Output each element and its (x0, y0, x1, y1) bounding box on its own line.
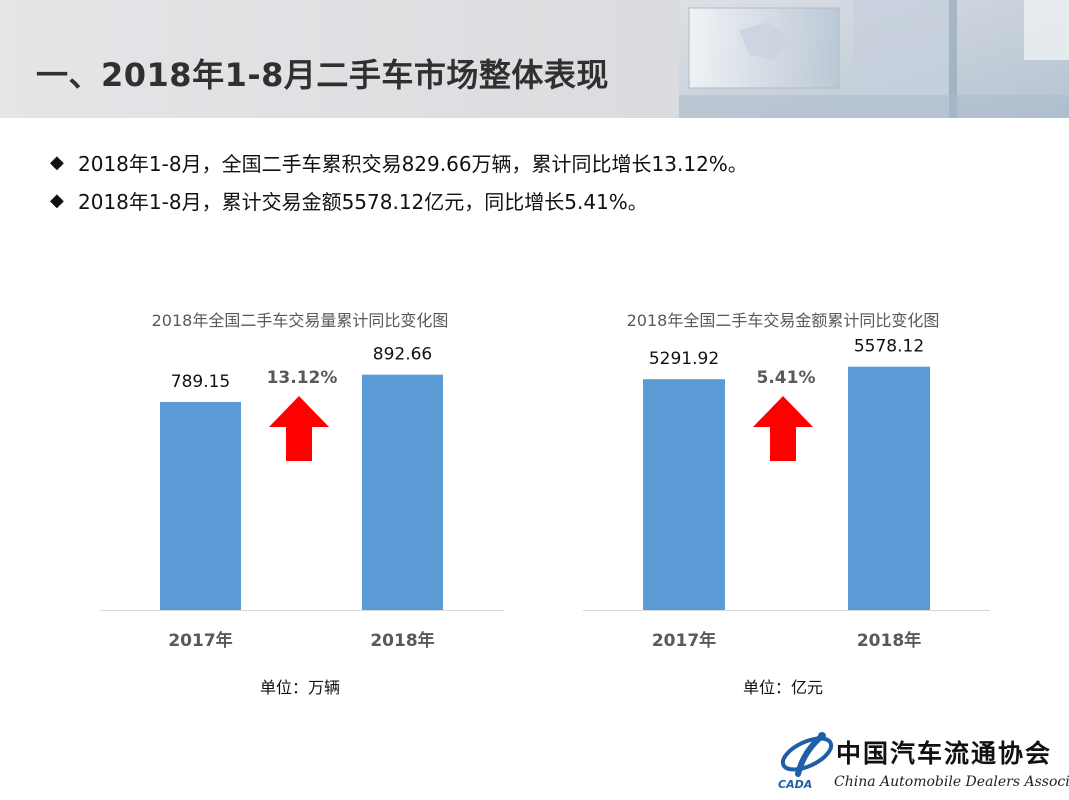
header-banner: 一、2018年1-8月二手车市场整体表现 (0, 0, 1069, 118)
bullet-volume: ◆ 2018年1-8月，全国二手车累积交易829.66万辆，累计同比增长13.1… (50, 143, 1050, 181)
diamond-bullet-icon: ◆ (50, 151, 64, 173)
data-label: 892.66 (373, 345, 432, 365)
growth-label: 5.41% (757, 368, 816, 388)
amount-chart: 2018年全国二手车交易金额累计同比变化图 5291.92 2017年 5578.1… (563, 290, 1003, 710)
chart-title: 2018年全国二手车交易金额累计同比变化图 (626, 311, 940, 330)
logo-name-cn: 中国汽车流通协会 (836, 739, 1053, 768)
logo-name-en: China Automobile Dealers Association (834, 774, 1069, 790)
bullet-amount: ◆ 2018年1-8月，累计交易金额5578.12亿元，同比增长5.41%。 (50, 181, 1050, 219)
cada-logo: CADA 中国汽车流通协会 China Automobile Dealers A… (770, 726, 1069, 796)
building-blocks-image (679, 0, 1069, 118)
page-title: 一、2018年1-8月二手车市场整体表现 (36, 56, 609, 94)
x-tick-label: 2018年 (370, 630, 434, 651)
chart-title: 2018年全国二手车交易量累计同比变化图 (151, 311, 449, 330)
x-tick-label: 2017年 (168, 630, 232, 651)
volume-chart: 2018年全国二手车交易量累计同比变化图 789.15 2017年 892.66 20… (80, 290, 520, 710)
bar-2017年 (643, 379, 725, 610)
bullet-amount-text: 2018年1-8月，累计交易金额5578.12亿元，同比增长5.41%。 (78, 189, 648, 214)
unit-label: 单位：万辆 (259, 678, 340, 697)
logo-abbreviation: CADA (778, 778, 813, 791)
cada-emblem-icon (780, 732, 834, 777)
bar-2017年 (160, 401, 241, 610)
data-label: 5578.12 (854, 337, 924, 357)
bullet-volume-text: 2018年1-8月，全国二手车累积交易829.66万辆，累计同比增长13.12%… (78, 151, 748, 176)
bar-2018年 (848, 366, 930, 610)
up-arrow-icon (269, 396, 329, 461)
x-tick-label: 2017年 (652, 630, 716, 651)
unit-label: 单位：亿元 (742, 678, 823, 697)
up-arrow-icon (753, 396, 813, 461)
growth-label: 13.12% (267, 368, 338, 388)
data-label: 5291.92 (649, 349, 719, 369)
x-tick-label: 2018年 (857, 630, 921, 651)
volume-chart-plot: 789.15 2017年 892.66 2018年 13.12% (100, 345, 504, 651)
bar-2018年 (362, 374, 443, 610)
amount-chart-plot: 5291.92 2017年 5578.12 2018年 5.41% (583, 337, 990, 651)
diamond-bullet-icon: ◆ (50, 189, 64, 211)
summary-bullets: ◆ 2018年1-8月，全国二手车累积交易829.66万辆，累计同比增长13.1… (50, 143, 1050, 219)
data-label: 789.15 (171, 372, 230, 392)
